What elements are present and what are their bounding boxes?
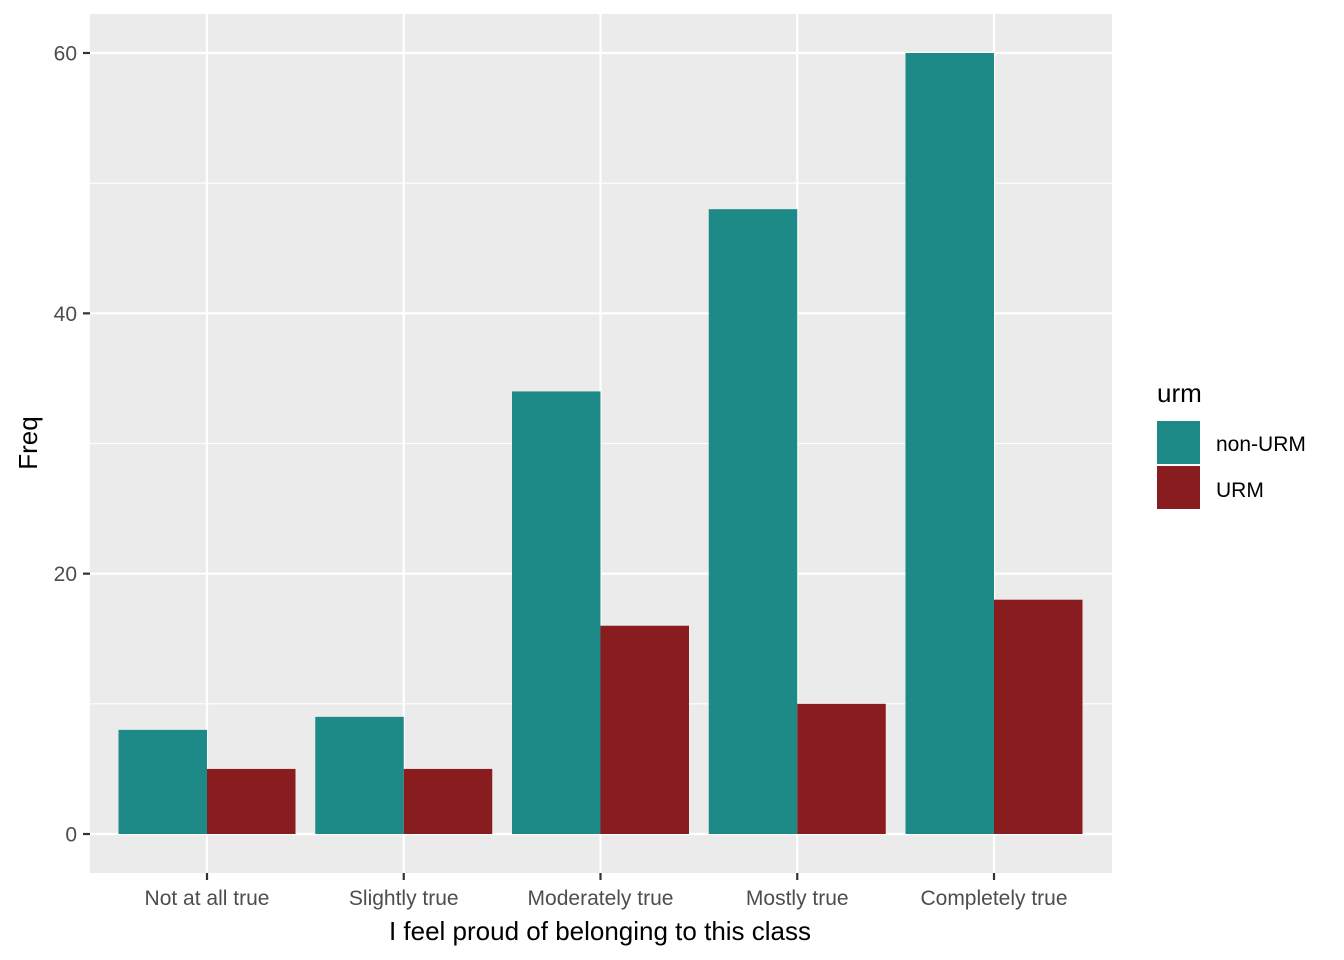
y-axis: 0 20 40 60 bbox=[54, 43, 90, 847]
x-tick-label: Completely true bbox=[920, 887, 1067, 910]
bar-urm bbox=[600, 625, 689, 834]
x-tick-label: Slightly true bbox=[349, 887, 459, 910]
bar-urm bbox=[403, 768, 493, 834]
y-axis-title: Freq bbox=[13, 416, 43, 469]
x-tick-label: Not at all true bbox=[145, 887, 270, 910]
legend-label-urm: URM bbox=[1216, 479, 1264, 502]
bar-non-urm bbox=[905, 53, 994, 834]
x-axis: Not at all true Slightly true Moderately t… bbox=[145, 873, 1068, 910]
bar-urm bbox=[207, 768, 296, 834]
bars bbox=[118, 53, 1083, 834]
legend: urm non-URM URM bbox=[1157, 378, 1306, 509]
legend-key-non-urm bbox=[1157, 421, 1200, 464]
bar-non-urm bbox=[512, 391, 601, 834]
bar-non-urm bbox=[315, 716, 404, 834]
legend-title: urm bbox=[1157, 378, 1202, 408]
bar-non-urm bbox=[118, 729, 207, 834]
legend-key-urm bbox=[1157, 466, 1200, 509]
x-tick-label: Moderately true bbox=[528, 887, 674, 910]
bar-urm bbox=[994, 599, 1083, 834]
x-axis-title: I feel proud of belonging to this class bbox=[389, 916, 811, 946]
y-tick-label: 0 bbox=[65, 824, 77, 847]
y-tick-label: 60 bbox=[54, 43, 77, 66]
bar-non-urm bbox=[708, 209, 798, 834]
y-tick-label: 20 bbox=[54, 563, 77, 586]
bar-urm bbox=[797, 703, 886, 834]
y-tick-label: 40 bbox=[54, 303, 77, 326]
x-tick-label: Mostly true bbox=[746, 887, 849, 910]
legend-label-non-urm: non-URM bbox=[1216, 433, 1306, 456]
